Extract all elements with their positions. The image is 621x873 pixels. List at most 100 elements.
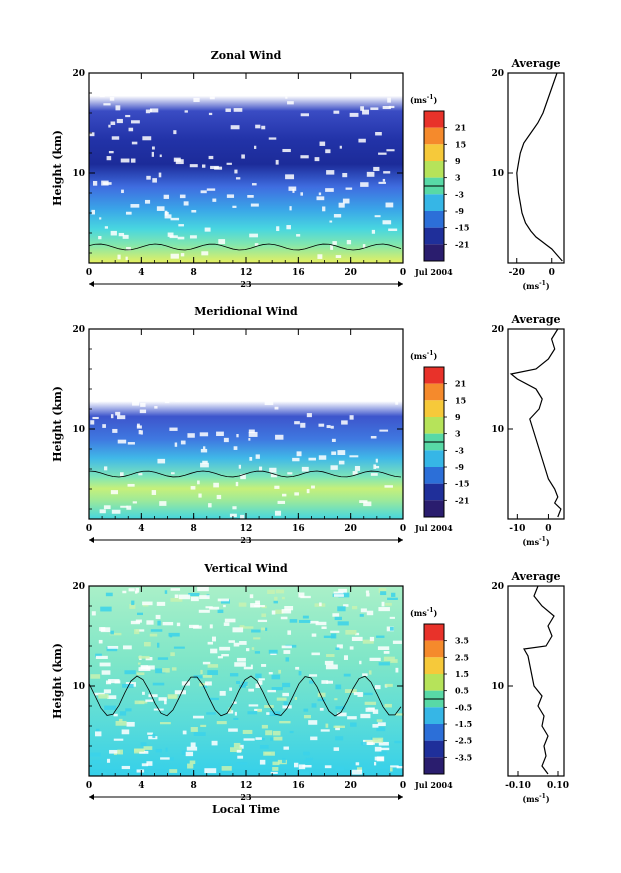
- heatmap-cell: [171, 667, 177, 671]
- heatmap-cell: [211, 636, 216, 642]
- heatmap-cell: [345, 629, 357, 635]
- heatmap-cell: [331, 438, 336, 442]
- colorbar-swatch: [424, 227, 444, 245]
- heatmap-cell: [106, 758, 111, 763]
- heatmap-cell: [119, 711, 127, 716]
- heatmap-cell: [155, 668, 166, 674]
- heatmap-cell: [257, 709, 262, 713]
- heatmap-cell: [326, 170, 335, 175]
- x-tick-label: 12: [240, 268, 253, 278]
- heatmap-cell: [205, 681, 212, 686]
- heatmap-cell: [329, 338, 336, 342]
- heatmap-cell: [395, 713, 404, 716]
- heatmap-cell: [349, 112, 359, 117]
- x-tick-label: 0: [86, 524, 92, 534]
- date-axis-arrow-left: [89, 281, 94, 287]
- heatmap-cell: [138, 394, 143, 399]
- heatmap-cell: [191, 209, 197, 213]
- heatmap-cell: [163, 194, 170, 199]
- heatmap-cell: [277, 387, 286, 392]
- heatmap-cell: [197, 480, 200, 485]
- heatmap-cell: [262, 371, 265, 374]
- heatmap-cell: [367, 707, 375, 710]
- heatmap-cell: [235, 177, 241, 180]
- heatmap-cell: [240, 474, 246, 480]
- heatmap-cell: [374, 215, 381, 218]
- heatmap-cell: [321, 626, 327, 629]
- heatmap-cell: [332, 613, 340, 617]
- heatmap-cell: [174, 442, 178, 447]
- heatmap-cell: [207, 641, 214, 645]
- heatmap-cell: [337, 712, 347, 717]
- heatmap-cell: [335, 766, 345, 771]
- heatmap-cell: [156, 601, 166, 606]
- heatmap-cell: [261, 664, 267, 667]
- day-label: 23: [240, 792, 252, 802]
- heatmap-cell: [100, 606, 112, 612]
- heatmap-cell: [95, 653, 102, 658]
- x-tick-label: 4: [138, 524, 144, 534]
- heatmap-cell: [180, 440, 186, 445]
- heatmap-cell: [120, 472, 124, 477]
- colorbar-label: -1.5: [455, 719, 472, 729]
- heatmap-cell: [209, 96, 215, 100]
- zero-contour: [88, 243, 402, 251]
- heatmap-cell: [263, 751, 275, 756]
- heatmap-cell: [145, 699, 154, 702]
- average-title: Average: [510, 570, 560, 583]
- heatmap-cell: [363, 692, 373, 696]
- average-profile-line: [509, 328, 562, 518]
- heatmap-cell: [126, 721, 135, 727]
- heatmap-cell: [190, 596, 199, 602]
- heatmap-cell: [376, 635, 385, 638]
- heatmap-cell: [117, 415, 126, 420]
- heatmap-cell: [294, 696, 298, 701]
- heatmap-cell: [250, 203, 259, 207]
- y-axis-label: Height (km): [51, 643, 64, 719]
- heatmap-cell: [228, 707, 232, 713]
- heatmap-cell: [362, 109, 369, 115]
- heatmap-cell: [378, 607, 390, 612]
- heatmap-cell: [346, 361, 353, 366]
- colorbar-swatch: [424, 417, 444, 434]
- heatmap-cell: [281, 645, 292, 649]
- heatmap-cell: [340, 397, 349, 402]
- heatmap-cell: [282, 682, 291, 688]
- panel-title: Meridional Wind: [194, 305, 298, 318]
- heatmap-cell: [95, 728, 100, 734]
- heatmap-cell: [204, 768, 217, 774]
- heatmap-cell: [233, 642, 240, 647]
- average-y-tick-label: 10: [491, 425, 504, 435]
- heatmap-cell: [170, 652, 175, 657]
- heatmap-cell: [261, 627, 266, 631]
- heatmap-cell: [160, 367, 166, 372]
- heatmap-cell: [200, 448, 208, 453]
- heatmap-cell: [100, 627, 111, 633]
- heatmap-cell: [160, 757, 170, 760]
- heatmap-cell: [302, 615, 309, 619]
- heatmap-cell: [349, 415, 354, 420]
- heatmap-cell: [108, 679, 120, 684]
- heatmap-cell: [274, 485, 280, 489]
- heatmap-cell: [268, 137, 277, 140]
- x-tick-label: 16: [292, 781, 305, 791]
- heatmap-cell: [134, 590, 138, 594]
- heatmap-cell: [309, 620, 319, 624]
- average-profile-line: [516, 72, 563, 262]
- heatmap-cell: [311, 652, 320, 656]
- heatmap-cell: [122, 645, 132, 650]
- x-tick-label: 20: [344, 268, 357, 278]
- heatmap-cell: [108, 124, 111, 128]
- heatmap-cell: [193, 675, 203, 679]
- date-axis-arrow-left: [89, 794, 94, 800]
- heatmap-cell: [267, 80, 273, 83]
- heatmap-cell: [158, 172, 162, 178]
- heatmap-cell: [365, 707, 375, 712]
- heatmap-cell: [142, 601, 153, 606]
- heatmap-cell: [188, 624, 199, 629]
- heatmap-cell: [184, 78, 193, 81]
- average-y-tick-label: 10: [491, 682, 504, 692]
- heatmap-cell: [151, 490, 157, 495]
- heatmap-cell: [378, 662, 390, 666]
- heatmap-cell: [321, 680, 329, 684]
